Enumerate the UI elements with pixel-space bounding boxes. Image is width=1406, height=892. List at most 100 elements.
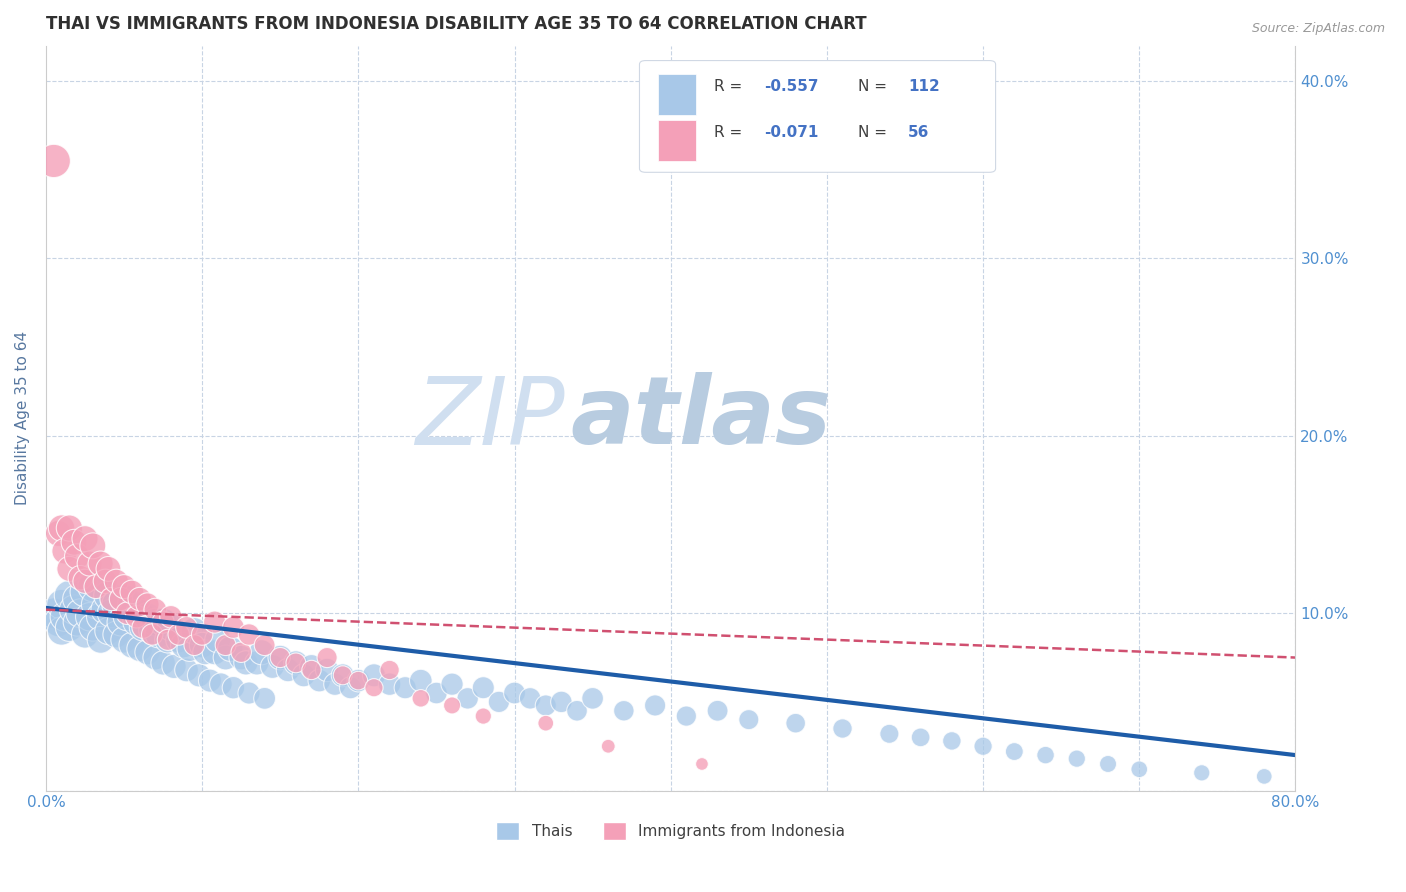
Point [339, 681, 361, 695]
Point [100, 606, 122, 620]
Point [167, 627, 190, 641]
Point [238, 627, 260, 641]
Point [238, 686, 260, 700]
Point [204, 615, 226, 629]
Point [105, 574, 128, 589]
Point [58, 620, 80, 634]
Point [136, 609, 159, 624]
Legend: Thais, Immigrants from Indonesia: Thais, Immigrants from Indonesia [491, 815, 851, 847]
Point [472, 681, 495, 695]
Point [110, 592, 132, 607]
Point [644, 698, 666, 713]
Point [58, 521, 80, 535]
Point [66, 592, 89, 607]
Point [121, 598, 143, 612]
Point [136, 598, 159, 612]
Point [84, 598, 107, 612]
Point [53, 544, 76, 558]
Point [246, 656, 269, 670]
Text: Source: ZipAtlas.com: Source: ZipAtlas.com [1251, 22, 1385, 36]
Point [831, 722, 853, 736]
Point [105, 598, 128, 612]
Point [231, 645, 253, 659]
Point [125, 615, 148, 629]
Point [90, 609, 112, 624]
Text: 56: 56 [908, 125, 929, 140]
Point [183, 638, 205, 652]
Text: 112: 112 [908, 79, 939, 95]
Point [198, 673, 221, 688]
Point [79, 557, 101, 571]
Y-axis label: Disability Age 35 to 64: Disability Age 35 to 64 [15, 331, 30, 505]
Point [253, 638, 276, 652]
Point [191, 638, 214, 652]
Point [690, 756, 713, 771]
Point [879, 727, 901, 741]
Point [112, 580, 135, 594]
Point [51, 624, 73, 638]
Point [1002, 745, 1025, 759]
Point [90, 557, 112, 571]
Point [132, 620, 155, 634]
Point [301, 663, 323, 677]
Point [706, 704, 728, 718]
Point [167, 632, 190, 647]
Point [207, 632, 229, 647]
Point [128, 641, 150, 656]
Point [110, 615, 132, 629]
Point [94, 602, 117, 616]
Point [143, 650, 166, 665]
Point [235, 656, 257, 670]
Point [58, 589, 80, 603]
Point [262, 659, 284, 673]
FancyBboxPatch shape [658, 120, 696, 161]
Point [347, 673, 370, 688]
FancyBboxPatch shape [658, 74, 696, 115]
Point [534, 716, 557, 731]
Point [125, 609, 148, 624]
Point [69, 606, 91, 620]
Point [1035, 748, 1057, 763]
Point [363, 668, 385, 682]
Point [194, 645, 217, 659]
Point [176, 663, 198, 677]
Point [69, 571, 91, 585]
Point [284, 656, 307, 670]
Point [581, 691, 603, 706]
Text: -0.071: -0.071 [765, 125, 818, 140]
Point [675, 709, 697, 723]
Point [128, 606, 150, 620]
Point [121, 585, 143, 599]
Point [90, 632, 112, 647]
Text: ZIP: ZIP [415, 373, 565, 464]
Point [347, 673, 370, 688]
Point [332, 668, 354, 682]
Point [66, 549, 89, 564]
Point [73, 627, 96, 641]
Point [222, 681, 245, 695]
Point [176, 620, 198, 634]
Point [141, 624, 163, 638]
Point [152, 615, 174, 629]
Point [550, 695, 572, 709]
Point [222, 620, 245, 634]
Point [425, 686, 447, 700]
Point [94, 574, 117, 589]
Point [160, 620, 183, 634]
Point [972, 739, 994, 754]
Point [219, 641, 242, 656]
Point [231, 650, 253, 665]
Point [97, 624, 120, 638]
Point [48, 526, 70, 541]
Point [121, 638, 143, 652]
Point [250, 645, 273, 659]
Point [97, 562, 120, 576]
Point [214, 650, 236, 665]
Point [941, 734, 963, 748]
Point [269, 650, 291, 665]
Point [409, 691, 432, 706]
Point [48, 615, 70, 629]
Point [112, 632, 135, 647]
Point [209, 677, 232, 691]
Point [156, 632, 179, 647]
